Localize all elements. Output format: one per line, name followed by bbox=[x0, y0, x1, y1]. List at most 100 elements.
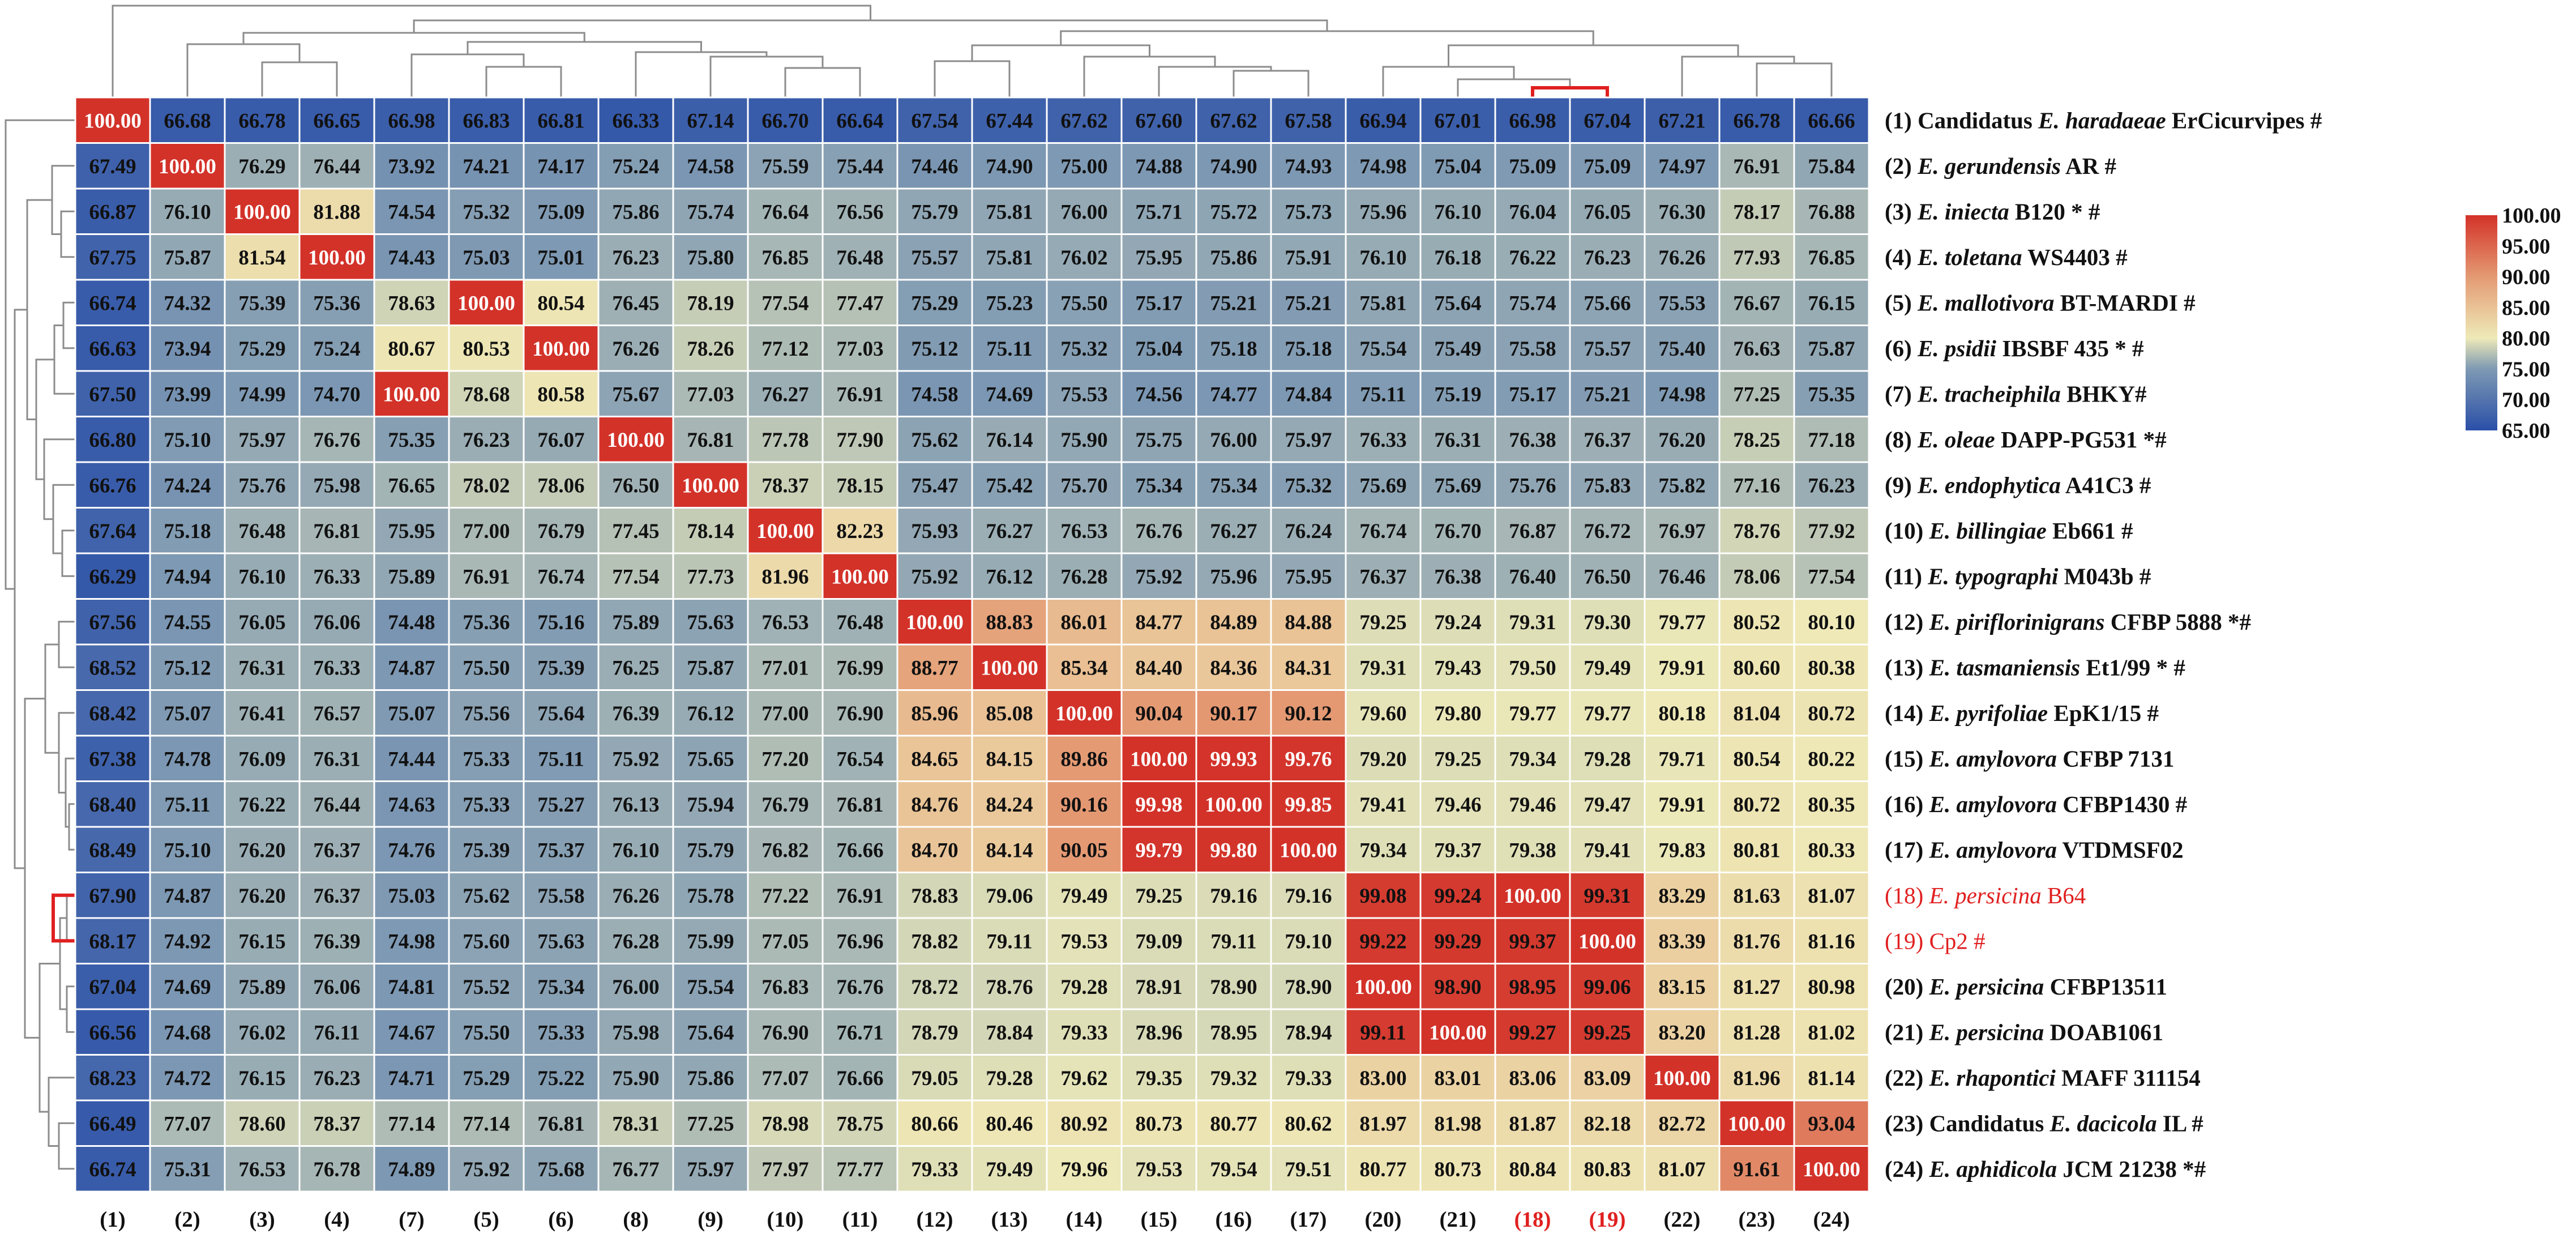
cell-value-label: 78.95 bbox=[1210, 1021, 1257, 1044]
heatmap-cell bbox=[821, 1054, 898, 1102]
heatmap-cell bbox=[1270, 872, 1347, 919]
cell-value-label: 75.76 bbox=[1509, 474, 1556, 497]
cell-value-label: 90.12 bbox=[1285, 702, 1332, 725]
cell-value-label: 75.62 bbox=[463, 885, 510, 908]
heatmap-cell bbox=[747, 507, 824, 554]
cell-value-label: 66.83 bbox=[463, 109, 510, 133]
cell-value-label: 79.49 bbox=[986, 1158, 1033, 1181]
heatmap-cell bbox=[672, 872, 749, 919]
column-label: (10) bbox=[767, 1207, 804, 1232]
heatmap-cell bbox=[1718, 416, 1795, 463]
cell-value-label: 75.99 bbox=[687, 930, 734, 953]
cell-value-label: 75.36 bbox=[313, 292, 360, 315]
cell-value-label: 79.30 bbox=[1584, 611, 1631, 634]
cell-value-label: 75.70 bbox=[1060, 474, 1107, 497]
cell-value-label: 67.64 bbox=[89, 520, 136, 543]
cell-value-label: 74.56 bbox=[1135, 383, 1182, 406]
cell-value-label: 100.00 bbox=[1205, 793, 1263, 817]
column-label: (6) bbox=[548, 1207, 574, 1232]
cell-value-label: 76.10 bbox=[238, 565, 285, 588]
cell-value-label: 75.63 bbox=[687, 611, 734, 634]
heatmap-cell bbox=[298, 1099, 375, 1147]
heatmap-cell bbox=[971, 917, 1048, 964]
cell-value-label: 76.00 bbox=[1060, 200, 1107, 224]
cell-value-label: 76.33 bbox=[313, 656, 360, 680]
heatmap-cell bbox=[747, 1145, 824, 1193]
cell-value-label: 76.57 bbox=[313, 702, 360, 725]
cell-value-label: 79.91 bbox=[1658, 656, 1705, 680]
cell-value-label: 99.27 bbox=[1509, 1021, 1556, 1044]
heatmap-cell bbox=[672, 735, 749, 782]
cell-value-label: 67.14 bbox=[687, 109, 734, 133]
cell-value-label: 76.14 bbox=[986, 429, 1033, 452]
row-labels: (1) Candidatus E. haradaeae ErCicurvipes… bbox=[1885, 107, 2322, 1182]
cell-value-label: 75.32 bbox=[1060, 338, 1107, 361]
cell-value-label: 80.54 bbox=[1733, 748, 1780, 771]
heatmap-cell bbox=[523, 963, 600, 1010]
cell-value-label: 75.00 bbox=[1060, 155, 1107, 178]
cell-value-label: 73.94 bbox=[164, 338, 211, 361]
cell-value-label: 77.00 bbox=[761, 702, 808, 725]
cell-value-label: 80.73 bbox=[1434, 1158, 1481, 1181]
heatmap-cell bbox=[971, 187, 1048, 235]
heatmap-cell bbox=[523, 552, 600, 600]
heatmap-cell bbox=[74, 370, 151, 417]
heatmap-cell bbox=[1644, 370, 1721, 417]
cell-value-label: 100.00 bbox=[1354, 976, 1412, 999]
cell-value-label: 75.03 bbox=[463, 246, 510, 270]
row-label: (23) Candidatus E. dacicola IL # bbox=[1885, 1110, 2203, 1136]
cell-value-label: 75.64 bbox=[537, 702, 584, 725]
cell-value-label: 75.62 bbox=[911, 429, 958, 452]
row-label: (14) E. pyrifoliae EpK1/15 # bbox=[1885, 700, 2159, 726]
cell-value-label: 74.97 bbox=[1658, 155, 1705, 178]
heatmap-cell bbox=[149, 1145, 226, 1193]
cell-value-label: 77.78 bbox=[761, 429, 808, 452]
cell-value-label: 66.74 bbox=[89, 1158, 136, 1181]
cell-value-label: 75.12 bbox=[911, 338, 958, 361]
cell-value-label: 74.67 bbox=[388, 1021, 435, 1044]
heatmap-cell bbox=[74, 187, 151, 235]
cell-value-label: 75.07 bbox=[388, 702, 435, 725]
cell-value-label: 100.00 bbox=[1055, 702, 1113, 725]
cell-value-label: 75.39 bbox=[537, 656, 584, 680]
heatmap-cell bbox=[74, 872, 151, 919]
cell-value-label: 76.15 bbox=[238, 930, 285, 953]
column-label: (18) bbox=[1514, 1207, 1551, 1232]
cell-value-label: 83.00 bbox=[1359, 1067, 1406, 1090]
heatmap-cell bbox=[1644, 917, 1721, 964]
cell-value-label: 79.11 bbox=[1210, 930, 1256, 953]
cell-value-label: 74.78 bbox=[164, 748, 211, 771]
heatmap-cell bbox=[971, 507, 1048, 554]
cell-value-label: 76.48 bbox=[836, 246, 883, 270]
cell-value-label: 76.10 bbox=[1434, 200, 1481, 224]
cell-value-label: 75.39 bbox=[463, 839, 510, 862]
cell-value-label: 74.90 bbox=[1210, 155, 1257, 178]
cell-value-label: 75.81 bbox=[1359, 292, 1406, 315]
cell-value-label: 75.89 bbox=[238, 976, 285, 999]
cell-value-label: 79.96 bbox=[1060, 1158, 1107, 1181]
cell-value-label: 79.31 bbox=[1359, 656, 1406, 680]
cell-value-label: 77.93 bbox=[1733, 246, 1780, 270]
column-label: (7) bbox=[399, 1207, 424, 1232]
cell-value-label: 75.91 bbox=[1285, 246, 1332, 270]
heatmap-cell bbox=[971, 416, 1048, 463]
cell-value-label: 76.90 bbox=[836, 702, 883, 725]
cell-value-label: 76.07 bbox=[537, 429, 584, 452]
cell-value-label: 99.11 bbox=[1360, 1021, 1406, 1044]
heatmap-cell bbox=[747, 1008, 824, 1056]
cell-value-label: 77.03 bbox=[687, 383, 734, 406]
cell-value-label: 76.85 bbox=[761, 246, 808, 270]
cell-value-label: 81.02 bbox=[1808, 1021, 1855, 1044]
cell-value-label: 80.62 bbox=[1285, 1112, 1332, 1136]
cell-value-label: 75.50 bbox=[1060, 292, 1107, 315]
heatmap-cell bbox=[1793, 1145, 1870, 1193]
heatmap-cell bbox=[298, 598, 375, 646]
cell-value-label: 99.37 bbox=[1509, 930, 1556, 953]
cell-value-label: 79.25 bbox=[1359, 611, 1406, 634]
heatmap-cell bbox=[298, 1008, 375, 1056]
cell-value-label: 66.49 bbox=[89, 1112, 136, 1136]
cell-value-label: 84.88 bbox=[1285, 611, 1332, 634]
cell-value-label: 77.01 bbox=[761, 656, 808, 680]
cell-value-label: 76.22 bbox=[1509, 246, 1556, 270]
heatmap-cell bbox=[1569, 872, 1646, 919]
